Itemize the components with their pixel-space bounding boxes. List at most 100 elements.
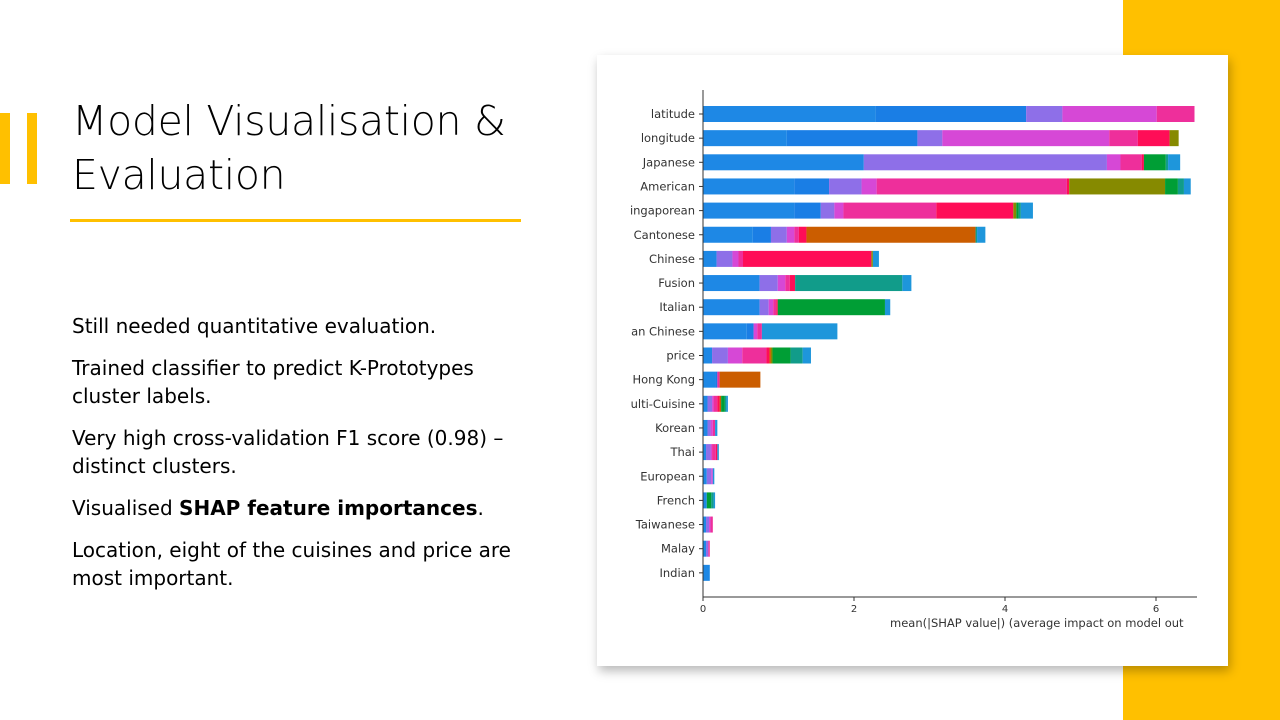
bar-segment [710,444,713,461]
category-label: Japanese [642,155,695,169]
bar-segment [876,178,1067,195]
bar-segment [1120,154,1142,171]
bar-segment [1013,202,1017,219]
shap-bar-chart: latitude longitude Japanese American ingapor… [630,90,1197,630]
bar-segment [917,130,943,147]
bar-segment [1109,130,1138,147]
bar-segment [1018,202,1021,219]
bar-segment [713,395,718,412]
bar-segment [707,395,713,412]
bar-segment [753,323,758,340]
bar-segment [710,516,713,533]
bar-segment [770,226,787,243]
bar-segment [777,299,885,316]
bar-segment [794,226,799,243]
category-label: European [640,469,695,483]
bar-segment [742,347,767,364]
category-label: American [640,179,695,193]
x-axis-title: mean(|SHAP value|) (average impact on mo… [890,616,1184,630]
bar-segment [710,419,713,436]
bar-segment [834,202,844,219]
bar-segment [719,371,761,388]
bar-segment [719,395,722,412]
bar-segment [798,226,807,243]
bar-segment [712,395,714,412]
bar-segment [712,419,716,436]
bar-segment [795,275,903,292]
slide-title: Model Visualisation & Evaluation [72,97,506,199]
bar-segment [776,299,778,316]
bar-segment [1016,202,1019,219]
bar-segment [752,226,771,243]
bar-segment [975,226,978,243]
bar-segment [1026,106,1063,122]
bar-segment [738,250,744,267]
bar-segment [829,178,862,195]
bar-segment [757,323,762,340]
bar-segment [1183,178,1191,195]
bar-segment [703,106,876,122]
bar-segment [766,347,770,364]
bar-segment [942,130,1110,147]
bar-segment [777,275,786,292]
bar-segment [761,323,838,340]
bar-segment [770,347,773,364]
bar-segment [715,419,718,436]
bar-segment [1141,154,1144,171]
bar-segment [703,564,710,581]
bar-segment [703,444,707,461]
category-label: Thai [669,445,695,459]
x-tick-label: 2 [851,604,857,615]
bar-segment [717,395,720,412]
x-tick-label: 4 [1002,604,1008,615]
bar-segment [1168,154,1181,171]
bar-segment [863,154,1107,171]
bar-segment [711,468,713,485]
bar-segment [703,468,707,485]
bar-segment [1165,154,1169,171]
bar-segment [732,250,739,267]
bar-segment [703,395,708,412]
bar-segment [769,347,771,364]
bar-segment [789,275,796,292]
bar-segment [703,250,717,267]
bar-segment [746,323,754,340]
bar-segment [1066,178,1070,195]
bar-segment [712,468,715,485]
bar-segment [703,178,795,195]
bar-segment [1062,106,1157,122]
category-label: Indian [659,566,695,580]
category-label: Cantonese [634,228,695,242]
category-label: Taiwanese [635,518,695,532]
bar-segment [727,347,743,364]
bar-segment [703,516,707,533]
shap-chart-card: latitude longitude Japanese American ingapor… [597,55,1228,666]
category-label: Chinese [649,252,695,266]
bar-segment [703,347,713,364]
bar-segment [712,347,728,364]
accent-bar-left [27,113,37,184]
bar-segment [706,492,712,509]
bar-segment [703,323,747,340]
bar-segment [703,299,760,316]
bar-segment [707,419,711,436]
bar-segment [703,130,787,147]
category-label: Malay [661,542,695,556]
bar-segment [1143,154,1166,171]
bar-segment [843,202,937,219]
bar-segment [790,347,803,364]
bar-segment [703,226,753,243]
bar-segment [875,106,1027,122]
bar-segment [703,371,716,388]
category-label: ulti-Cuisine [631,397,695,411]
bar-segment [802,347,811,364]
bar-segment [708,540,710,557]
bar-segment [726,395,728,412]
bar-segment [785,275,790,292]
bar-segment [977,226,986,243]
bar-segment [712,444,716,461]
category-label: ingaporean [630,204,695,218]
bar-segment [703,275,760,292]
bar-segment [806,226,976,243]
bar-segment [1020,202,1033,219]
